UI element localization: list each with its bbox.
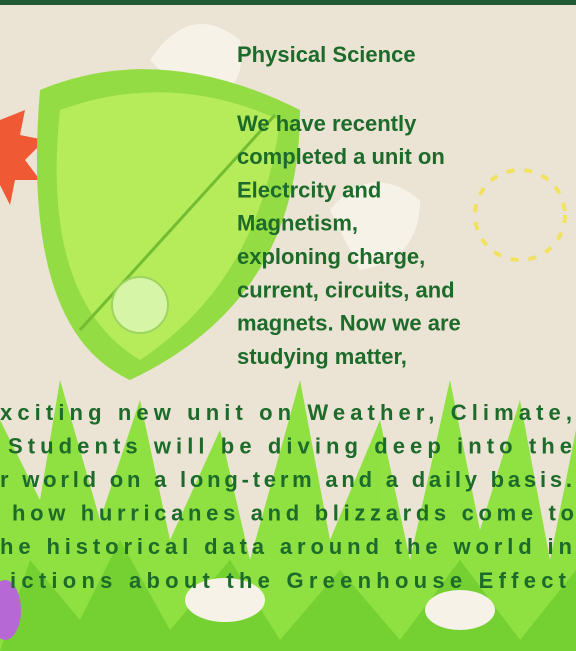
top-bar [0, 0, 576, 5]
text-line: We have recently [237, 111, 417, 136]
section-title: Physical Science [237, 42, 416, 67]
text-line: he historical data around the world in [0, 534, 572, 559]
text-line: r world on a long-term and a daily basis… [0, 467, 572, 492]
text-line: exploning charge, [237, 244, 425, 269]
text-line: studying matter, [237, 344, 407, 369]
text-line: Electrcity and [237, 177, 381, 202]
text-line: magnets. Now we are [237, 311, 461, 336]
newsletter-panel: Physical Science We have recently complet… [0, 0, 576, 651]
text-line: completed a unit on [237, 144, 445, 169]
text-line: current, circuits, and [237, 277, 455, 302]
text-line: ictions about the Greenhouse Effect [10, 568, 567, 593]
page: {"section": {"title": "Physical Science"… [0, 0, 576, 651]
text-line: Magnetism, [237, 211, 358, 236]
